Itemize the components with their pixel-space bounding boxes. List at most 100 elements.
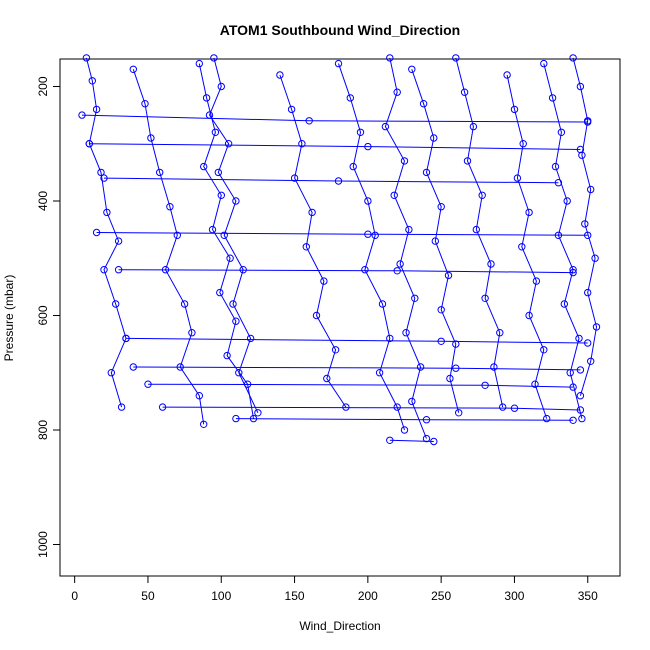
data-point	[378, 300, 387, 308]
data-point	[576, 82, 585, 91]
data-point	[202, 94, 211, 102]
data-point	[386, 334, 394, 343]
x-tick-label: 0	[71, 589, 78, 603]
series-line-9	[506, 74, 548, 419]
data-point	[85, 140, 94, 148]
data-point	[114, 237, 123, 245]
data-point	[88, 77, 97, 85]
chart-title: ATOM1 Southbound Wind_Direction	[220, 22, 460, 38]
data-point	[364, 230, 372, 238]
data-point	[381, 122, 390, 131]
data-point	[393, 403, 401, 411]
data-point	[144, 380, 152, 388]
data-point	[103, 208, 111, 217]
series-line-10	[543, 63, 583, 419]
data-point	[129, 363, 138, 371]
data-point	[569, 54, 577, 62]
data-point	[481, 294, 489, 302]
data-point	[82, 54, 91, 62]
data-point	[200, 420, 208, 428]
series-line-13	[89, 143, 581, 150]
data-point	[254, 409, 262, 417]
data-point	[346, 94, 354, 102]
y-tick-label: 1000	[36, 531, 50, 558]
data-point	[223, 351, 231, 360]
data-point	[232, 414, 240, 423]
data-point	[147, 134, 155, 142]
data-point	[478, 191, 486, 200]
data-point	[210, 54, 218, 62]
data-point	[188, 329, 196, 337]
data-point	[496, 329, 504, 337]
data-point	[323, 374, 331, 383]
data-point	[100, 174, 108, 182]
data-point	[411, 294, 419, 302]
data-point	[356, 128, 365, 137]
data-point	[364, 142, 372, 151]
data-point	[422, 168, 431, 177]
data-point	[229, 300, 237, 308]
data-point	[531, 380, 539, 388]
series-line-16	[118, 269, 574, 274]
data-point	[386, 436, 394, 444]
data-point	[97, 168, 105, 177]
data-point	[560, 300, 568, 308]
data-point	[112, 300, 120, 308]
data-point	[469, 122, 478, 131]
data-point	[195, 59, 204, 68]
data-point	[217, 191, 226, 200]
data-point	[490, 363, 498, 371]
data-point	[581, 220, 589, 228]
x-tick-label: 350	[578, 589, 598, 603]
data-point	[320, 277, 328, 285]
data-point	[463, 157, 472, 165]
data-point	[408, 65, 416, 74]
data-point	[525, 311, 533, 320]
series-line-5	[338, 63, 405, 431]
x-tick-label: 300	[504, 589, 524, 603]
data-point	[576, 392, 585, 400]
x-tick-label: 100	[211, 589, 231, 603]
series-line-1	[132, 69, 205, 425]
data-point	[232, 197, 240, 205]
series-line-22	[389, 439, 434, 442]
data-point	[290, 174, 299, 182]
data-point	[100, 266, 108, 274]
series-line-20	[162, 406, 581, 411]
data-point	[455, 409, 463, 417]
data-point	[452, 54, 460, 62]
data-point	[331, 346, 340, 354]
series-line-18	[133, 366, 581, 371]
data-point	[375, 369, 384, 377]
data-point	[173, 231, 182, 240]
data-point	[576, 366, 585, 374]
data-point	[232, 317, 240, 325]
x-axis-label: Wind_Direction	[299, 619, 380, 633]
data-point	[460, 88, 469, 96]
data-point	[334, 177, 343, 185]
data-point	[117, 403, 126, 411]
series-line-8	[455, 57, 504, 408]
data-point	[587, 357, 595, 365]
data-point	[452, 340, 460, 348]
y-axis: 200 400 600 800 1000	[36, 76, 61, 558]
data-point	[437, 306, 445, 314]
series-line-15	[96, 232, 588, 236]
x-tick-label: 50	[141, 589, 155, 603]
data-point	[584, 231, 592, 240]
data-point	[302, 243, 310, 251]
data-point	[487, 260, 495, 268]
data-point	[510, 105, 519, 114]
data-point	[540, 59, 548, 68]
data-point	[396, 260, 404, 268]
data-point	[92, 105, 101, 114]
data-point	[200, 162, 208, 171]
data-point	[430, 134, 438, 142]
data-point	[334, 59, 343, 68]
data-point	[513, 174, 522, 182]
data-point	[551, 162, 560, 171]
data-point	[107, 369, 116, 377]
y-axis-label: Pressure (mbar)	[2, 275, 16, 362]
series-line-3	[198, 63, 254, 419]
data-point	[390, 191, 398, 200]
